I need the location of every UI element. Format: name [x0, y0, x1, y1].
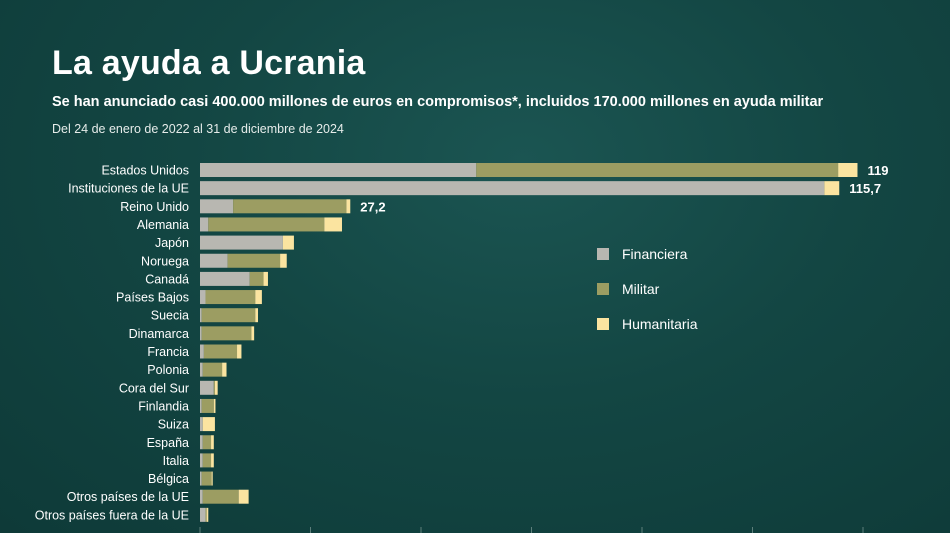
bar-segment-financiera	[200, 326, 202, 341]
bar-segment-financiera	[200, 217, 209, 232]
category-label: Japón	[155, 236, 189, 250]
chart-title: La ayuda a Ucrania	[52, 44, 366, 82]
bar-segment-financiera	[200, 253, 228, 268]
category-label: Suiza	[158, 418, 189, 432]
bar-segment-financiera	[200, 199, 234, 214]
bar-segment-financiera	[200, 507, 206, 522]
bar-segment-humanitaria	[824, 181, 840, 196]
bar-segment-humanitaria	[202, 417, 215, 432]
bar-segment-humanitaria	[211, 453, 214, 468]
bar-segment-militar	[208, 217, 325, 232]
bar-segment-financiera	[200, 453, 203, 468]
bar-segment-financiera	[200, 290, 206, 305]
bar-segment-humanitaria	[280, 253, 287, 268]
bar-segment-militar	[201, 326, 252, 341]
category-label: Alemania	[137, 218, 189, 232]
bar-segment-financiera	[200, 271, 250, 286]
category-label: Noruega	[141, 254, 189, 268]
date-range: Del 24 de enero de 2022 al 31 de diciemb…	[52, 122, 344, 136]
bar-segment-humanitaria	[211, 471, 213, 486]
category-label: Canadá	[145, 272, 189, 286]
category-label: Estados Unidos	[101, 164, 189, 178]
bar-segment-humanitaria	[238, 489, 249, 504]
category-label: Suecia	[151, 309, 189, 323]
bar-segment-militar	[202, 453, 212, 468]
bar-segment-militar	[476, 163, 839, 177]
bar-segment-humanitaria	[214, 380, 218, 395]
legend-swatch-financiera	[597, 248, 609, 260]
category-label: Finlandia	[138, 399, 189, 413]
bar-segment-humanitaria	[222, 362, 227, 377]
category-label: Dinamarca	[129, 327, 189, 341]
category-label: Cora del Sur	[119, 381, 189, 395]
bar-segment-humanitaria	[838, 163, 858, 177]
bar-segment-humanitaria	[255, 308, 259, 323]
bar-segment-militar	[201, 471, 212, 486]
bar-segment-humanitaria	[206, 507, 209, 522]
legend-swatch-militar	[597, 283, 609, 295]
bar-segment-financiera	[200, 181, 825, 196]
bar-segment-financiera	[200, 398, 202, 413]
category-label: Francia	[147, 345, 189, 359]
bar-segment-financiera	[200, 417, 203, 432]
bar-segment-humanitaria	[251, 326, 255, 341]
bar-segment-humanitaria	[237, 344, 242, 359]
bar-segment-humanitaria	[213, 398, 216, 413]
bar-segment-militar	[201, 398, 214, 413]
category-label: Reino Unido	[120, 200, 189, 214]
category-label: España	[147, 436, 189, 450]
bar-segment-militar	[202, 362, 223, 377]
bar-segment-financiera	[200, 344, 204, 359]
bar-segment-financiera	[200, 435, 203, 450]
bar-segment-financiera	[200, 380, 214, 395]
bar-segment-financiera	[200, 362, 203, 377]
bar-segment-humanitaria	[263, 271, 268, 286]
bar-segment-humanitaria	[211, 435, 214, 450]
bar-segment-militar	[213, 380, 215, 395]
bar-segment-humanitaria	[346, 199, 351, 214]
bar-segment-humanitaria	[255, 290, 262, 305]
category-label: Italia	[163, 454, 189, 468]
bar-segment-militar	[205, 507, 207, 522]
bar-segment-humanitaria	[282, 235, 294, 250]
bar-segment-humanitaria	[324, 217, 342, 232]
legend-swatch-humanitaria	[597, 318, 609, 330]
bar-segment-militar	[249, 271, 264, 286]
bar-segment-militar	[205, 290, 256, 305]
category-label: Polonia	[147, 363, 189, 377]
category-label: Países Bajos	[116, 291, 189, 305]
bar-segment-militar	[227, 253, 281, 268]
bar-segment-financiera	[200, 163, 477, 177]
category-label: Instituciones de la UE	[68, 182, 189, 196]
category-label: Bélgica	[148, 472, 189, 486]
bar-segment-militar	[202, 435, 212, 450]
legend-label-militar: Militar	[622, 281, 660, 297]
data-label: 27,2	[360, 199, 385, 214]
bar-segment-militar	[201, 308, 256, 323]
legend-label-humanitaria: Humanitaria	[622, 316, 698, 332]
category-label: Otros países de la UE	[67, 490, 189, 504]
bar-segment-militar	[202, 489, 239, 504]
bar-segment-militar	[203, 344, 238, 359]
data-label: 115,7	[849, 181, 881, 196]
bar-segment-financiera	[200, 235, 283, 250]
bar-segment-militar	[233, 199, 347, 214]
legend-label-financiera: Financiera	[622, 246, 688, 262]
category-label: Otros países fuera de la UE	[35, 508, 189, 522]
data-label: 119	[867, 163, 888, 178]
bar-segment-financiera	[200, 471, 202, 486]
chart-subtitle: Se han anunciado casi 400.000 millones d…	[52, 94, 824, 110]
bar-segment-financiera	[200, 308, 202, 323]
bar-segment-financiera	[200, 489, 203, 504]
